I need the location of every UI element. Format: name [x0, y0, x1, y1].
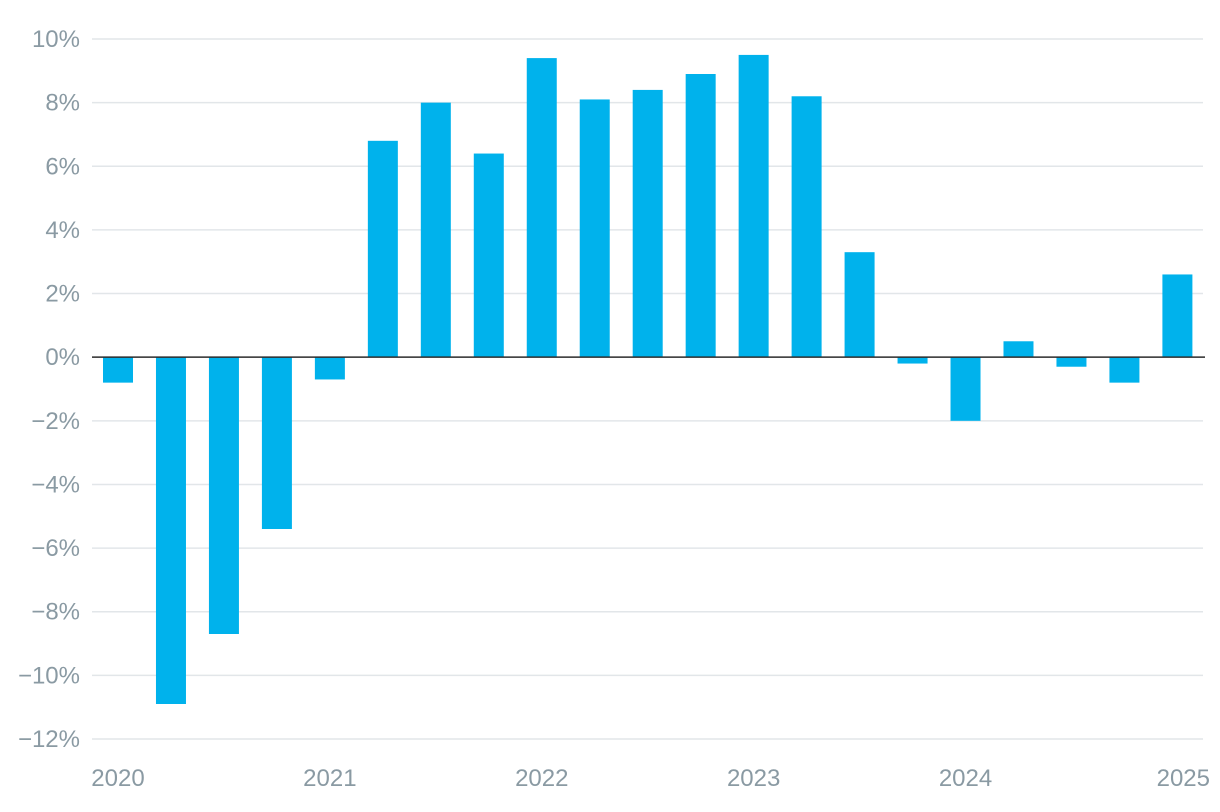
bar: [632, 89, 663, 358]
bar: [738, 54, 769, 358]
bar: [473, 153, 504, 358]
x-tick-label: 2023: [727, 765, 780, 792]
y-tick-label: 8%: [45, 90, 80, 117]
bar: [579, 99, 610, 358]
bars: [103, 54, 1193, 704]
y-tick-label: −12%: [18, 726, 80, 753]
bar: [208, 357, 239, 634]
bar: [791, 96, 822, 358]
bar: [261, 357, 292, 529]
y-tick-label: −8%: [31, 599, 80, 626]
x-tick-label: 2020: [91, 765, 144, 792]
x-axis-ticks: 2020 2021 2022 2023 2024 2025: [91, 765, 1210, 792]
bar: [367, 140, 398, 358]
y-tick-label: −2%: [31, 408, 80, 435]
y-tick-label: 6%: [45, 153, 80, 180]
x-tick-label: 2022: [515, 765, 568, 792]
x-tick-label: 2024: [939, 765, 992, 792]
bar: [844, 252, 875, 358]
y-tick-label: 4%: [45, 217, 80, 244]
bar: [314, 357, 345, 380]
bar: [526, 58, 557, 358]
bar: [950, 357, 981, 421]
x-tick-label: 2021: [303, 765, 356, 792]
bar: [155, 357, 186, 704]
y-tick-label: −10%: [18, 662, 80, 689]
x-tick-label: 2025: [1157, 765, 1210, 792]
bar: [1109, 357, 1140, 383]
bar: [1162, 274, 1193, 358]
bar: [1056, 357, 1087, 367]
bar: [1003, 341, 1034, 358]
bar: [897, 357, 928, 364]
y-tick-label: 2%: [45, 281, 80, 308]
bar: [103, 357, 133, 383]
bar: [420, 102, 451, 358]
y-axis-ticks: 10% 8% 6% 4% 2% 0% −2% −4% −6% −8% −10% −12%: [18, 26, 80, 753]
y-tick-label: −4%: [31, 471, 80, 498]
bar: [685, 74, 716, 358]
y-tick-label: −6%: [31, 535, 80, 562]
y-tick-label: 0%: [45, 344, 80, 371]
y-tick-label: 10%: [32, 26, 80, 53]
